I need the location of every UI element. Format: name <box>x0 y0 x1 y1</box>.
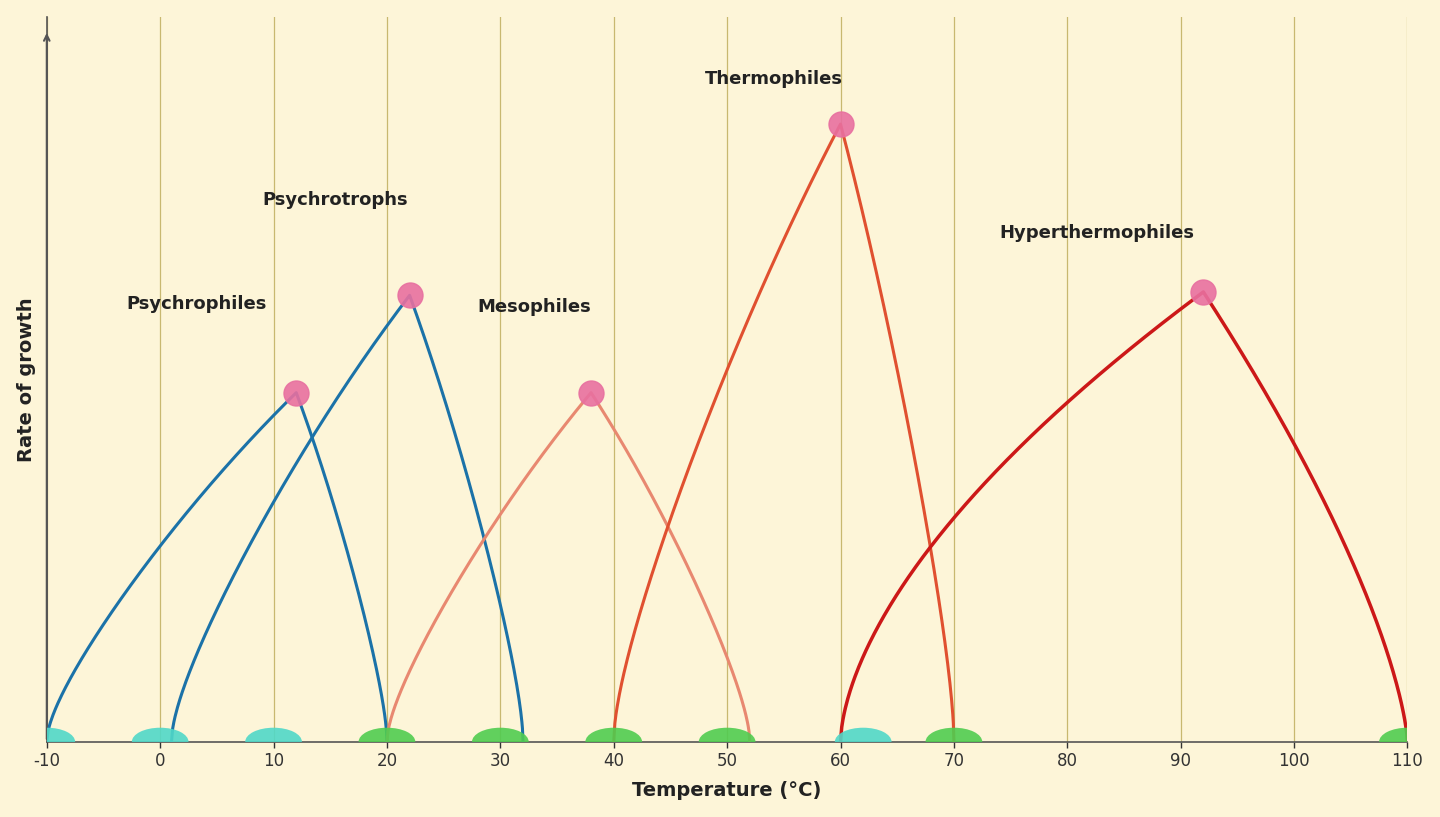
Ellipse shape <box>835 728 891 756</box>
Text: Psychrotrophs: Psychrotrophs <box>262 190 408 208</box>
X-axis label: Temperature (°C): Temperature (°C) <box>632 781 822 801</box>
Ellipse shape <box>586 728 642 756</box>
Ellipse shape <box>698 728 756 756</box>
Ellipse shape <box>926 728 982 756</box>
Text: Thermophiles: Thermophiles <box>704 69 842 87</box>
Ellipse shape <box>19 728 75 756</box>
Y-axis label: Rate of growth: Rate of growth <box>17 297 36 462</box>
Ellipse shape <box>359 728 415 756</box>
Text: Psychrophiles: Psychrophiles <box>127 295 266 313</box>
Ellipse shape <box>132 728 189 756</box>
Ellipse shape <box>472 728 528 756</box>
Text: Mesophiles: Mesophiles <box>478 298 592 316</box>
Text: Hyperthermophiles: Hyperthermophiles <box>999 224 1194 242</box>
Ellipse shape <box>245 728 302 756</box>
Ellipse shape <box>1380 728 1436 756</box>
